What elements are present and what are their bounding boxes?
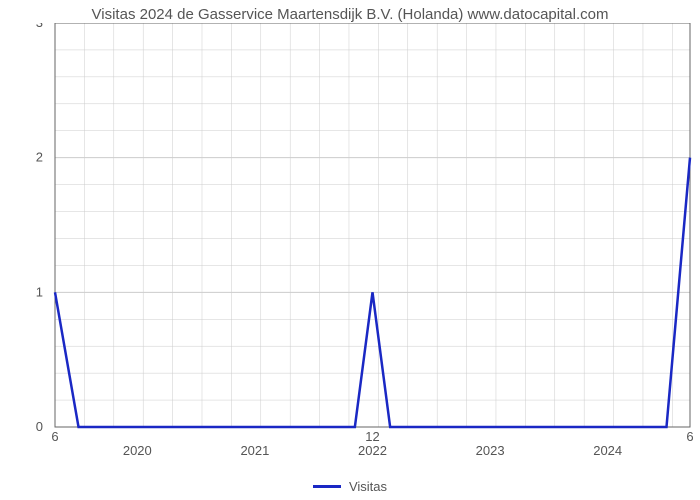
chart-container: Visitas 2024 de Gasservice Maartensdijk … [0,0,700,500]
chart-title: Visitas 2024 de Gasservice Maartensdijk … [0,0,700,23]
svg-text:2021: 2021 [240,443,269,458]
legend: Visitas [0,475,700,494]
line-chart: 0123202020212022202320246126 [0,23,700,461]
legend-label: Visitas [349,479,387,494]
legend-swatch [313,485,341,488]
svg-text:3: 3 [36,23,43,30]
svg-text:6: 6 [686,429,693,444]
svg-text:6: 6 [51,429,58,444]
legend-item-visitas: Visitas [313,479,387,494]
svg-text:1: 1 [36,284,43,299]
svg-text:2023: 2023 [476,443,505,458]
svg-text:2020: 2020 [123,443,152,458]
svg-text:2024: 2024 [593,443,622,458]
svg-text:2: 2 [36,150,43,165]
svg-text:2022: 2022 [358,443,387,458]
svg-text:12: 12 [365,429,379,444]
svg-text:0: 0 [36,419,43,434]
